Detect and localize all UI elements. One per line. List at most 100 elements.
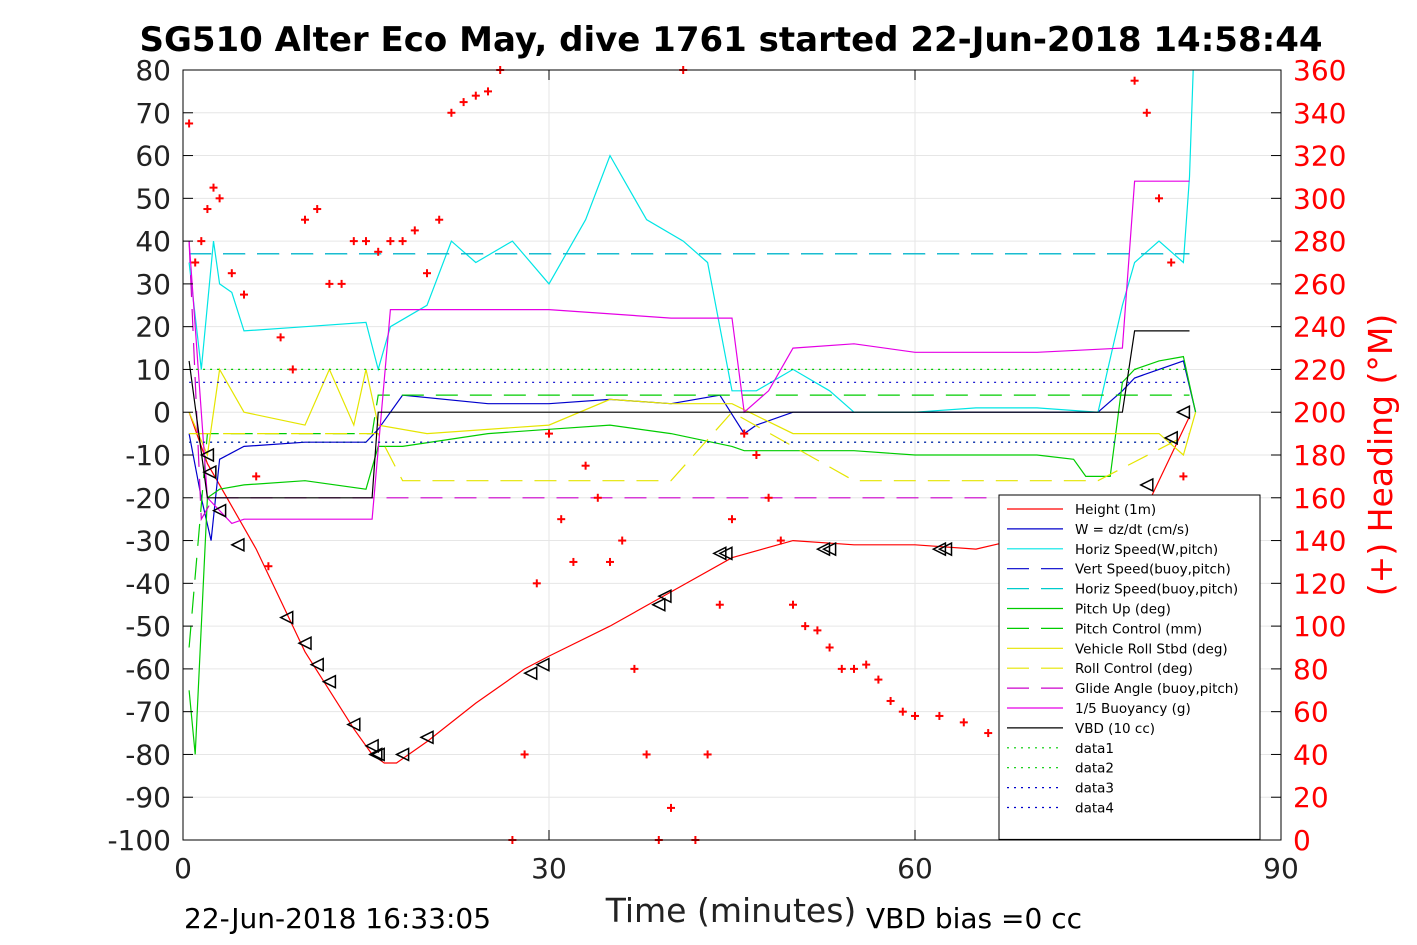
- heading-point: [313, 205, 322, 214]
- phase-marker: [368, 747, 383, 762]
- right-tick-label: 60: [1293, 696, 1329, 729]
- y-tick-label: 50: [135, 182, 171, 215]
- heading-point: [813, 626, 822, 635]
- right-tick-label: 40: [1293, 738, 1329, 771]
- phase-marker: [297, 636, 312, 651]
- heading-point: [520, 750, 529, 759]
- phase-marker: [279, 610, 294, 625]
- legend-label: Vehicle Roll Stbd (deg): [1075, 641, 1228, 657]
- phase-marker: [364, 738, 379, 754]
- heading-point: [606, 557, 614, 566]
- heading-point: [423, 269, 431, 278]
- heading-point: [337, 279, 346, 288]
- series-line-11: [188, 180, 1190, 525]
- legend-label: data1: [1075, 741, 1114, 757]
- heading-point: [642, 750, 651, 759]
- series-line-6: [188, 355, 1197, 755]
- x-tick-label: 60: [897, 852, 933, 885]
- phase-marker: [199, 447, 215, 463]
- heading-point: [252, 472, 261, 481]
- heading-point: [374, 247, 383, 256]
- heading-point: [435, 215, 444, 224]
- heading-point: [349, 237, 358, 246]
- y-tick-label: 40: [135, 225, 171, 258]
- phase-marker: [657, 588, 672, 604]
- legend-label: data3: [1075, 781, 1114, 797]
- right-tick-label: 80: [1293, 653, 1329, 686]
- heading-point: [215, 194, 224, 203]
- heading-point: [276, 333, 285, 342]
- heading-point: [203, 205, 212, 214]
- phase-marker: [202, 464, 217, 480]
- phase-marker: [821, 541, 837, 557]
- legend-label: 1/5 Buoyancy (g): [1075, 701, 1191, 717]
- heading-point: [837, 664, 846, 673]
- series-line-12: [188, 330, 1190, 499]
- phase-marker: [321, 674, 337, 689]
- legend-label: Glide Angle (buoy,pitch): [1075, 681, 1239, 697]
- heading-point: [240, 290, 248, 299]
- heading-point: [581, 461, 590, 470]
- phase-marker: [937, 541, 953, 557]
- heading-point: [569, 557, 578, 566]
- heading-point: [557, 515, 566, 524]
- phase-marker: [523, 665, 538, 681]
- heading-point: [593, 493, 602, 502]
- heading-point: [618, 536, 627, 545]
- y-tick-label: 60: [135, 140, 171, 173]
- right-tick-label: 260: [1293, 268, 1346, 301]
- right-tick-label: 240: [1293, 311, 1346, 344]
- legend-label: VBD (10 cc): [1075, 721, 1155, 737]
- heading-point: [185, 119, 194, 128]
- heading-point: [740, 429, 749, 438]
- phase-marker: [346, 717, 361, 732]
- y-tick-label: -50: [125, 610, 171, 643]
- heading-point: [789, 600, 797, 609]
- heading-point: [959, 718, 968, 727]
- heading-point: [898, 707, 907, 716]
- heading-point: [715, 600, 724, 609]
- heading-point: [667, 803, 675, 812]
- legend-label: data4: [1075, 801, 1114, 817]
- heading-point: [935, 711, 944, 720]
- phase-marker: [211, 503, 227, 518]
- y-tick-label: -30: [125, 525, 171, 558]
- heading-point: [362, 237, 370, 246]
- y-tick-label: -100: [107, 824, 171, 857]
- right-tick-label: 100: [1293, 610, 1346, 643]
- legend-label: Pitch Control (mm): [1075, 621, 1202, 637]
- y-tick-label: -10: [125, 439, 171, 472]
- phase-marker: [1163, 430, 1178, 446]
- phase-marker: [931, 541, 947, 557]
- heading-point: [776, 536, 785, 545]
- heading-point: [197, 237, 206, 246]
- y-tick-label: -20: [125, 482, 171, 515]
- y-tick-label: -40: [125, 567, 171, 600]
- phase-marker: [1139, 477, 1154, 493]
- phase-marker: [718, 546, 733, 561]
- right-tick-label: 200: [1293, 396, 1346, 429]
- heading-point: [630, 664, 639, 673]
- heading-point: [471, 91, 480, 100]
- heading-point: [801, 622, 810, 631]
- heading-point: [459, 98, 468, 107]
- heading-point: [728, 515, 736, 524]
- y-tick-label: -70: [125, 696, 171, 729]
- legend-box: [998, 494, 1261, 840]
- heading-point: [447, 108, 456, 117]
- heading-point: [825, 643, 834, 652]
- phase-marker: [419, 730, 434, 745]
- heading-point: [301, 215, 309, 224]
- heading-point: [386, 237, 395, 246]
- chart-title: SG510 Alter Eco May, dive 1761 started 2…: [139, 20, 1322, 60]
- phase-marker: [394, 747, 410, 762]
- heading-point: [984, 729, 993, 738]
- phase-marker: [651, 597, 666, 612]
- right-tick-label: 160: [1293, 482, 1346, 515]
- heading-point: [191, 258, 200, 267]
- series-line-9: [189, 411, 1190, 482]
- right-tick-label: 280: [1293, 225, 1346, 258]
- heading-point: [410, 226, 419, 235]
- right-axis-label: (+) Heading (°M): [1361, 314, 1400, 596]
